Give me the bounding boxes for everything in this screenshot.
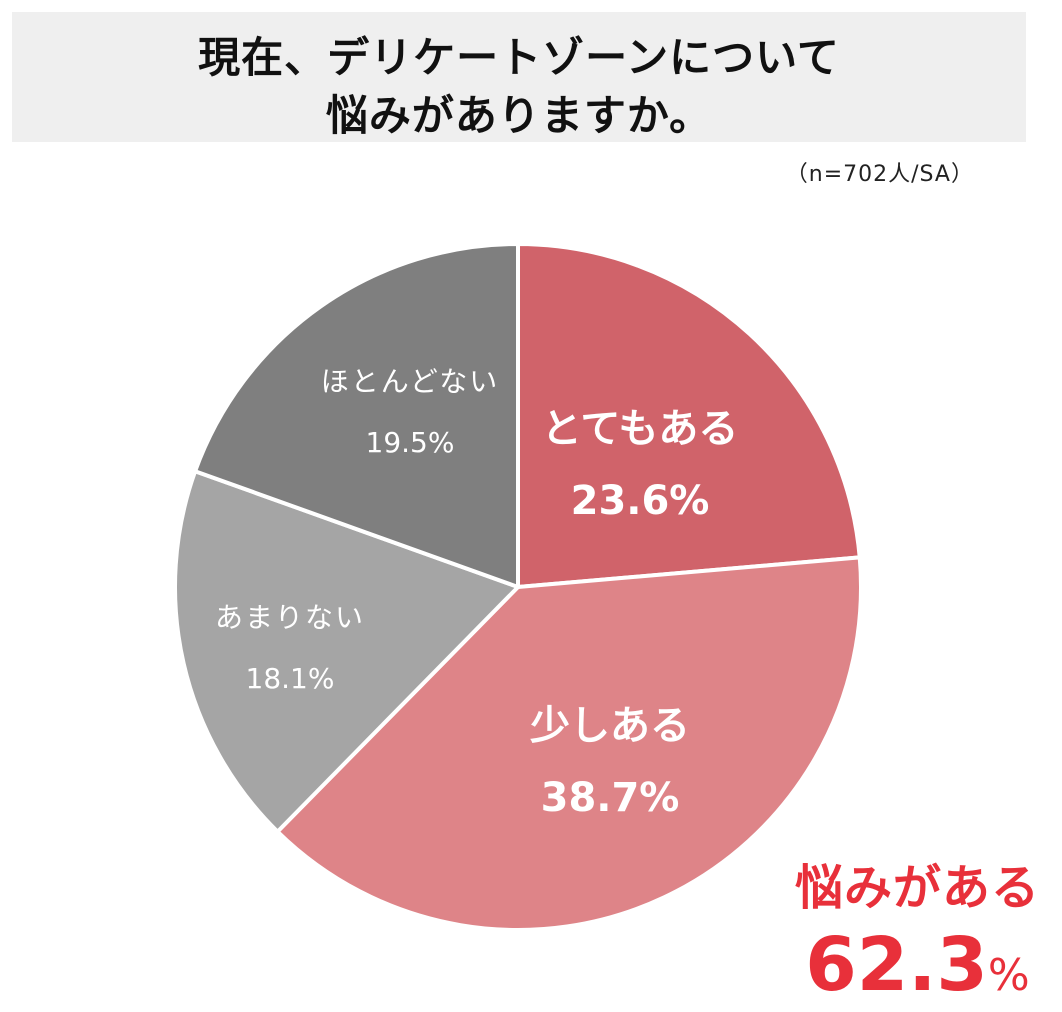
slice-name: あまりない [214,601,366,634]
slice-percent: 19.5% [365,426,455,459]
chart-title-line-1: 現在、デリケートゾーンについて [198,33,840,82]
summary-unit: % [987,950,1030,1001]
summary-label: 悩みがある [794,860,1040,916]
slice-name: 少しある [530,703,690,749]
summary-value-line: 62.3% [790,922,1045,1008]
pie-slice-totemo-aru [516,242,862,589]
summary-callout: 悩みがある 62.3% [790,848,1045,1008]
slice-percent: 23.6% [570,478,710,524]
slice-label-sukoshi-aru: 少しある 38.7% [530,693,690,821]
pie-slice-amari-nai [173,469,520,834]
slice-label-hotondo-nai: ほとんどない 19.5% [321,360,500,459]
title-banner: 現在、デリケートゾーンについて 悩みがありますか。 [12,12,1026,142]
summary-value: 62.3 [805,922,988,1008]
chart-title-line-2: 悩みがありますか。 [325,91,713,140]
pie-slice-sukoshi-aru [275,555,864,932]
slice-name: ほとんどない [320,365,500,398]
sample-size-note: （n=702人/SA） [785,162,974,187]
slice-label-amari-nai: あまりない 18.1% [215,596,365,695]
slice-name: とてもある [541,406,739,452]
pie-slice-hotondo-nai [193,242,520,589]
slice-percent: 18.1% [245,662,335,695]
slice-label-totemo-aru: とてもある 23.6% [542,396,739,524]
slice-percent: 38.7% [540,775,680,821]
